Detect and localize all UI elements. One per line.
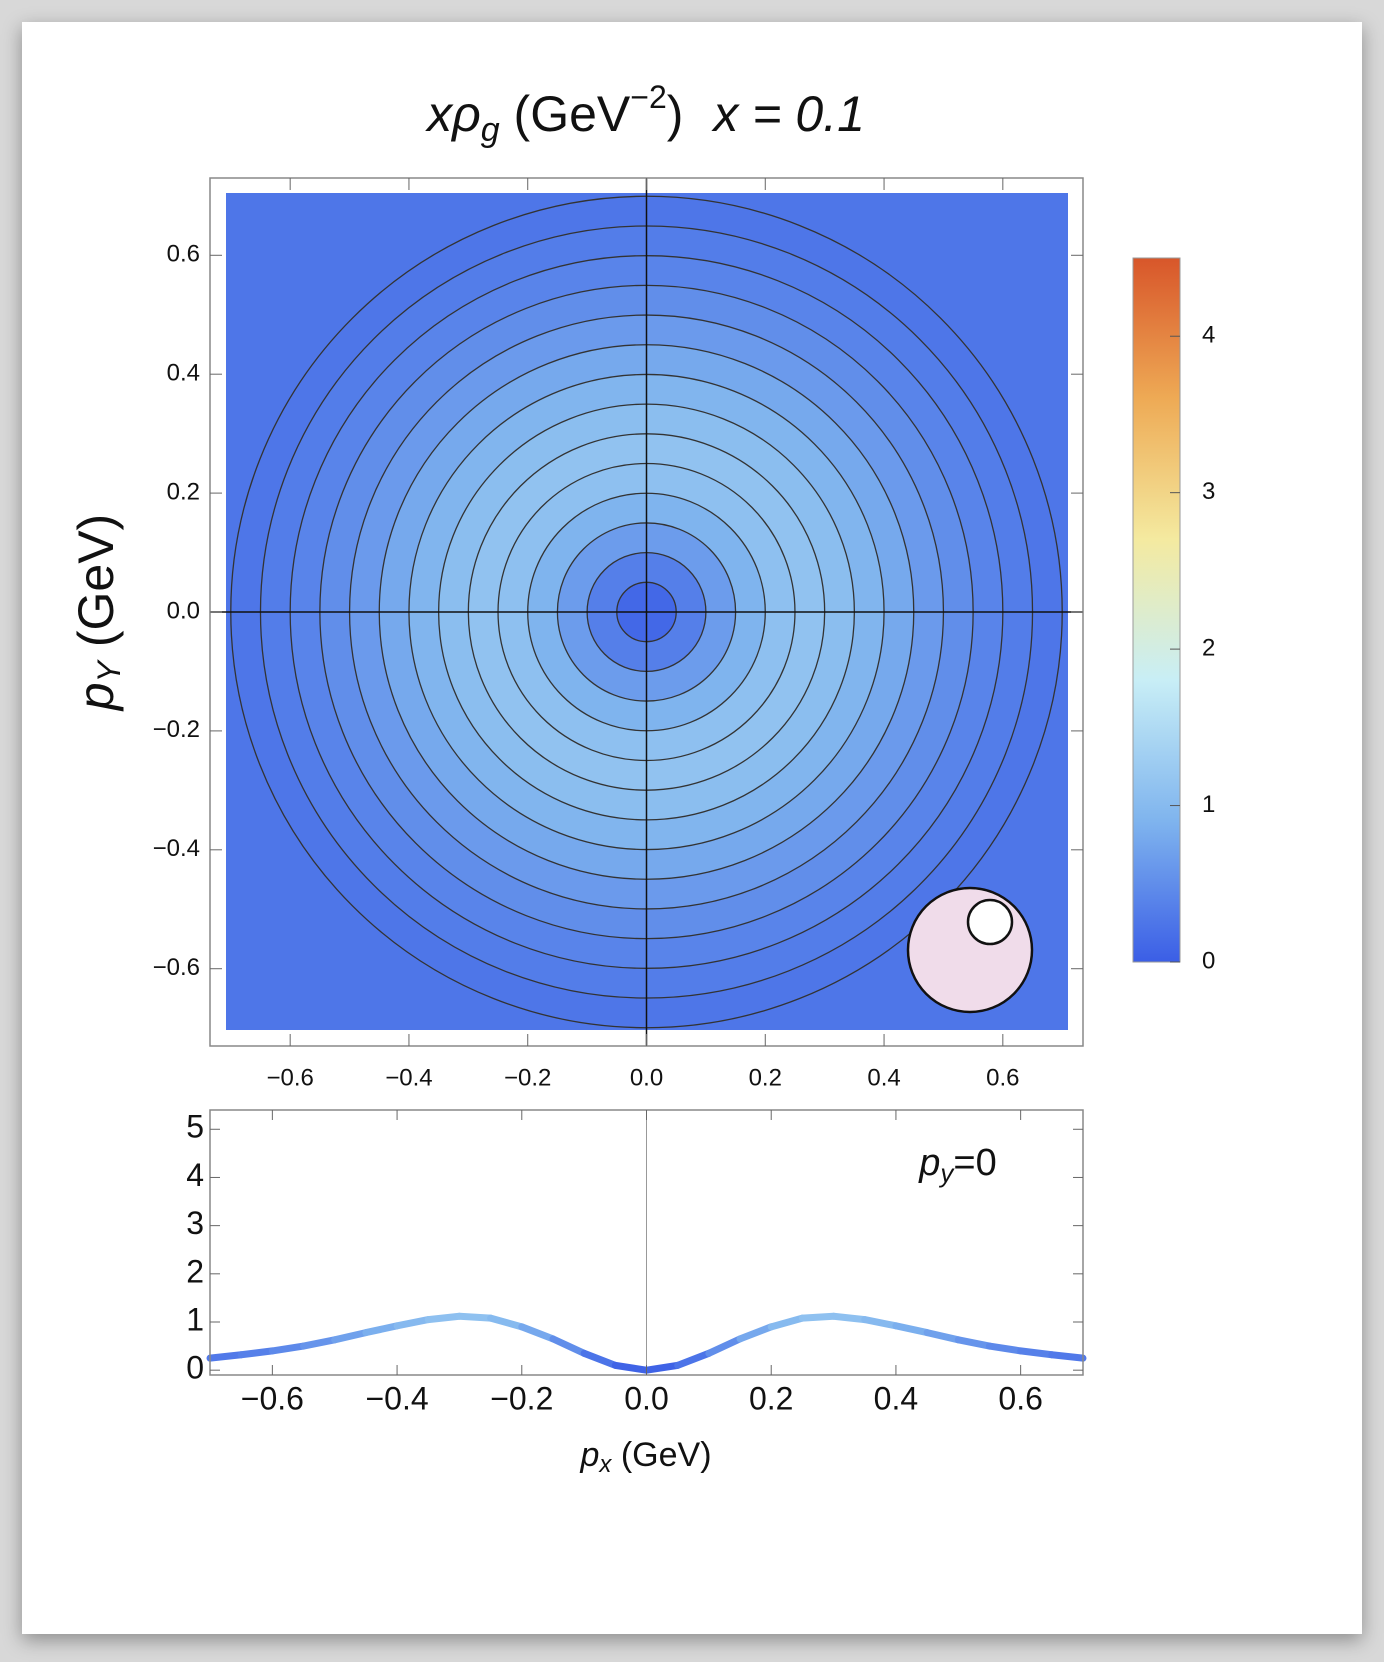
y-tick-label: 0: [186, 1350, 204, 1386]
y-tick-label: 0.6: [167, 241, 200, 268]
x-tick-label: −0.2: [490, 1380, 553, 1416]
x-tick-label: −0.4: [385, 1064, 432, 1091]
x-axis-label: px (GeV): [579, 1436, 711, 1478]
y-tick-label: 4: [186, 1157, 204, 1193]
curve-segment: [300, 1336, 339, 1350]
curve-segment: [767, 1314, 806, 1331]
curve-segment: [1048, 1351, 1087, 1362]
x-tick-label: 0.6: [986, 1064, 1019, 1091]
curve-segment: [580, 1349, 619, 1369]
curve-segment: [549, 1335, 588, 1357]
curve-segment: [892, 1322, 931, 1337]
x-tick-label: 0.6: [998, 1380, 1042, 1416]
colorbar-tick-label: 3: [1202, 478, 1215, 505]
y-tick-label: −0.2: [153, 716, 200, 743]
curve-segment: [674, 1349, 713, 1369]
x-tick-label: 0.0: [630, 1064, 663, 1091]
colorbar-tick-label: 2: [1202, 634, 1215, 661]
inset-icon: [966, 898, 1014, 946]
x-tick-label: −0.6: [241, 1380, 304, 1416]
curve-segment: [268, 1342, 308, 1355]
x-tick-label: 0.0: [624, 1380, 668, 1416]
x-tick-label: 0.4: [867, 1064, 900, 1091]
y-tick-label: 5: [186, 1109, 204, 1145]
y-tick-label: 3: [186, 1205, 204, 1241]
y-tick-label: −0.4: [153, 835, 200, 862]
y-axis-label: pY (GeV): [68, 514, 127, 712]
curve-segment: [611, 1361, 650, 1374]
curve-segment: [954, 1336, 993, 1350]
curve-segment: [798, 1312, 838, 1322]
x-tick-label: 0.2: [749, 1064, 782, 1091]
annotation: py=0: [918, 1142, 996, 1188]
y-tick-label: 0.0: [167, 597, 200, 624]
curve-segment: [331, 1329, 370, 1344]
x-tick-label: 0.2: [749, 1380, 793, 1416]
y-tick-label: 2: [186, 1253, 204, 1289]
inset-icon: [906, 886, 1034, 1014]
colorbar-tick-label: 4: [1202, 322, 1215, 349]
colorbar: [1132, 257, 1181, 963]
x-tick-label: −0.6: [266, 1064, 313, 1091]
curve-segment: [1017, 1347, 1056, 1359]
curve-segment: [923, 1329, 962, 1344]
y-tick-label: 0.4: [167, 360, 200, 387]
curve-segment: [518, 1323, 557, 1343]
x-tick-label: −0.4: [365, 1380, 428, 1416]
curve-segment: [487, 1314, 526, 1331]
curve-segment: [424, 1312, 463, 1324]
curve-segment: [206, 1351, 245, 1362]
y-tick-label: 0.2: [167, 478, 200, 505]
plots: −0.6 −0.4 −0.2 0.0 0.2 0.4 0.6 −0.6 −0.4 −0.2 0.0 0…: [153, 177, 1215, 1416]
curve-segment: [861, 1316, 900, 1330]
curve-segment: [455, 1312, 495, 1322]
x-tick-label: 0.4: [874, 1380, 918, 1416]
x-tick-label: −0.2: [504, 1064, 551, 1091]
chart-title: xρg (GeV−2) x = 0.1: [425, 79, 865, 149]
colorbar-tick-label: 0: [1202, 947, 1215, 974]
colorbar-tick-label: 1: [1202, 791, 1215, 818]
curve-segment: [362, 1322, 401, 1337]
y-tick-label: 1: [186, 1301, 204, 1337]
curve-segment: [237, 1347, 276, 1359]
curve-segment: [736, 1323, 775, 1343]
y-tick-label: −0.6: [153, 954, 200, 981]
curve-segment: [830, 1312, 869, 1324]
curve-segment: [643, 1361, 682, 1374]
curve-segment: [985, 1342, 1025, 1355]
curve-segment: [393, 1316, 432, 1330]
curve-segment: [705, 1335, 744, 1357]
